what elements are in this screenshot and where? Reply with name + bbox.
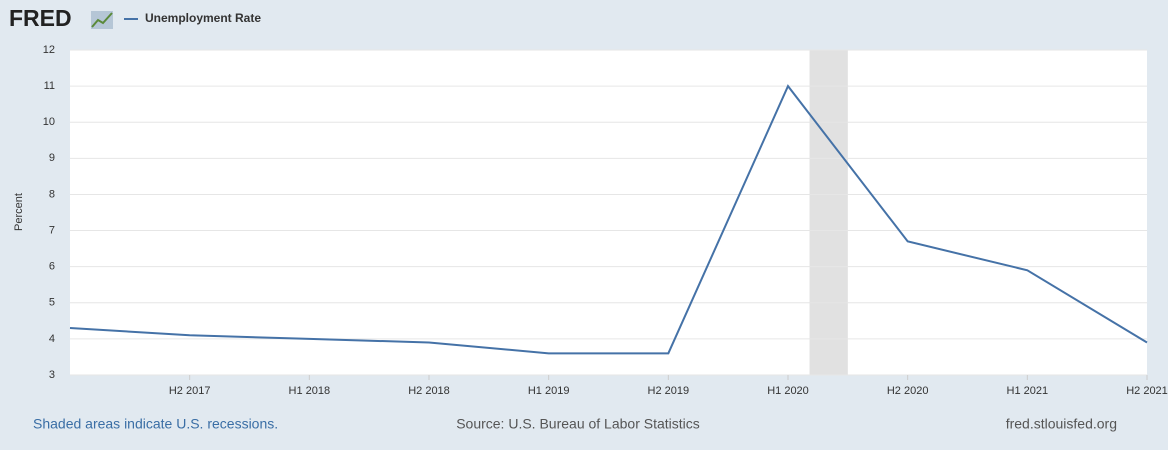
x-tick-label: H2 2018 (408, 385, 450, 397)
x-tick-label: H1 2018 (289, 385, 331, 397)
y-tick-label: 10 (43, 116, 55, 128)
y-tick-label: 8 (49, 188, 55, 200)
x-tick-label: H2 2020 (887, 385, 929, 397)
x-tick-label: H1 2021 (1007, 385, 1049, 397)
plot-area (70, 50, 1147, 375)
recession-shade (809, 50, 848, 375)
y-tick-label: 7 (49, 224, 55, 236)
y-tick-label: 4 (49, 333, 55, 345)
y-tick-label: 12 (43, 44, 55, 56)
x-tick-label: H2 2019 (648, 385, 690, 397)
y-tick-label: 3 (49, 369, 55, 381)
x-tick-label: H2 2021 (1126, 385, 1168, 397)
y-axis-label: Percent (13, 193, 25, 231)
y-tick-label: 11 (44, 80, 55, 92)
data-line (69, 84, 1148, 355)
legend-label: Unemployment Rate (145, 11, 261, 25)
y-tick-label: 6 (49, 261, 55, 273)
logo-icon (91, 11, 113, 29)
site-link[interactable]: fred.stlouisfed.org (1006, 416, 1117, 432)
recession-note[interactable]: Shaded areas indicate U.S. recessions. (33, 416, 278, 432)
y-tick-label: 9 (49, 152, 55, 164)
x-tick-label: H1 2019 (528, 385, 570, 397)
x-tick-label: H1 2020 (767, 385, 809, 397)
x-tick-label: H2 2017 (169, 385, 211, 397)
y-tick-label: 5 (49, 297, 55, 309)
brand-logo[interactable]: FRED (9, 5, 72, 31)
source-note: Source: U.S. Bureau of Labor Statistics (456, 416, 700, 432)
